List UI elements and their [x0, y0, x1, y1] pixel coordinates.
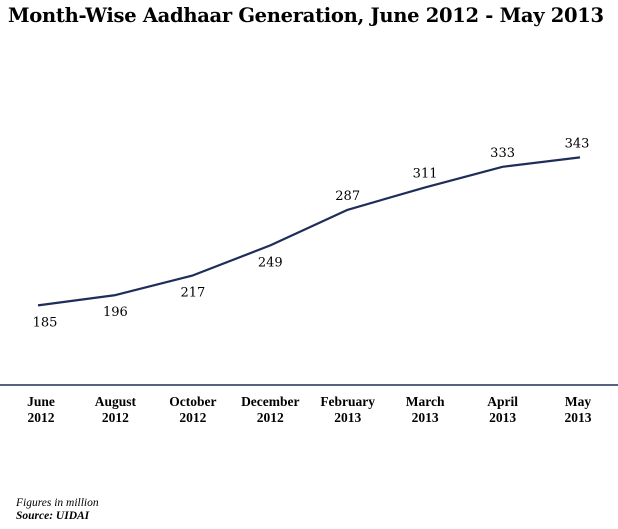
x-tick-label: 2013 [412, 410, 439, 425]
x-tick-label: 2012 [179, 410, 206, 425]
x-tick-label: March [406, 394, 445, 409]
units-note: Figures in million [16, 497, 99, 509]
x-tick-label: February [320, 394, 375, 409]
x-tick-label: 2013 [334, 410, 361, 425]
data-label: 343 [565, 136, 590, 151]
data-label: 287 [335, 189, 360, 204]
data-labels: 185 196 217 249 287 311 333 343 [33, 136, 590, 330]
series-line [37, 156, 581, 307]
x-tick-labels: June2012August2012October2012December201… [27, 394, 592, 425]
x-tick-label: December [241, 394, 299, 409]
chart-title: Month-Wise Aadhaar Generation, June 2012… [8, 4, 604, 27]
data-label: 311 [413, 166, 438, 181]
x-tick-label: April [487, 394, 518, 409]
x-tick-label: August [95, 394, 137, 409]
x-tick-label: 2012 [28, 410, 55, 425]
data-label: 196 [103, 305, 128, 320]
chart-footer: Figures in million Source: UIDAI [16, 497, 99, 523]
source-note: Source: UIDAI [16, 510, 90, 522]
data-label: 249 [258, 255, 283, 270]
x-tick-label: 2012 [257, 410, 284, 425]
x-tick-label: 2013 [565, 410, 592, 425]
x-tick-label: 2013 [489, 410, 516, 425]
data-label: 333 [490, 146, 515, 161]
x-tick-label: May [565, 394, 591, 409]
data-label: 217 [180, 285, 205, 300]
x-tick-label: October [169, 394, 216, 409]
x-tick-label: 2012 [102, 410, 129, 425]
x-tick-label: June [27, 394, 55, 409]
data-label: 185 [33, 315, 58, 330]
